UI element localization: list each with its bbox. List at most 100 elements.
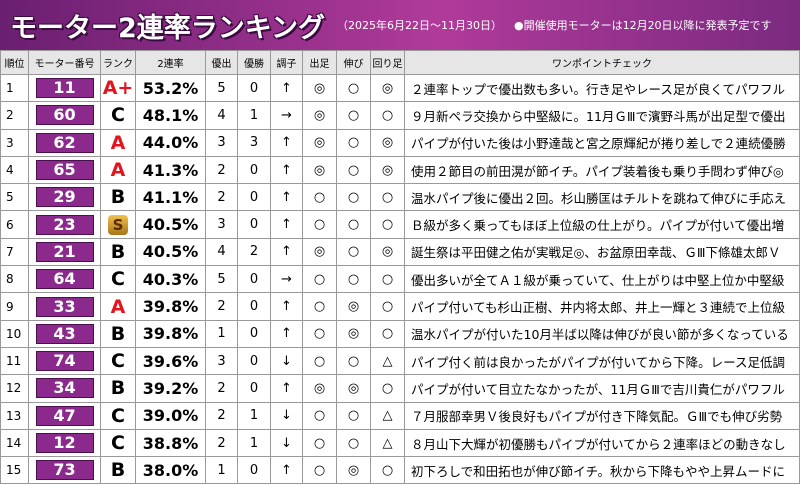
cell: ↑ xyxy=(270,292,303,321)
cell: 0 xyxy=(237,183,271,212)
table-row: 4 65 A 41.3% 2 0 ↑ ◎ ○ ◎ 使用２節目の前田滉が節イチ。パイプ装着後も乗り手問… xyxy=(0,155,800,185)
cell: ○ xyxy=(370,456,405,485)
cell: ○ xyxy=(370,319,405,348)
cell: C xyxy=(100,401,136,430)
rank: A xyxy=(110,295,126,318)
cell: ↓ xyxy=(270,346,303,376)
motor-number: 43 xyxy=(35,323,94,344)
rank: A xyxy=(110,159,126,182)
cell: ○ xyxy=(336,428,371,458)
rate: 39.6% xyxy=(142,351,199,371)
cell: A xyxy=(100,128,136,157)
rate: 41.3% xyxy=(142,160,199,180)
cell: 0 xyxy=(237,374,271,403)
cell: ○ xyxy=(336,265,371,294)
cell: 3 xyxy=(205,346,238,376)
rank-no: 5 xyxy=(0,183,29,212)
cell: ◎ xyxy=(302,155,337,185)
column-header: 回り足 xyxy=(370,50,405,75)
table-row: 5 29 B 41.1% 2 0 ↑ ○ ○ ○ 温水パイプ後に優出２回。杉山勝匡はチルトを跳ねて伸… xyxy=(0,183,800,212)
rank: B xyxy=(110,377,126,400)
cell: 5 xyxy=(205,73,238,103)
table-row: 8 64 C 40.3% 5 0 → ○ ○ ○ 優出多いが全てＡ１級が乗っていて、仕上がりは中堅上… xyxy=(0,265,800,294)
column-header: ランク xyxy=(100,50,136,75)
cell: ○ xyxy=(370,292,405,321)
cell: 3 xyxy=(205,128,238,157)
cell: ○ xyxy=(370,374,405,403)
cell: 0 xyxy=(237,155,271,185)
cell: 2 xyxy=(237,237,271,267)
motor-number: 23 xyxy=(35,214,94,235)
cell: ○ xyxy=(370,183,405,212)
rank: C xyxy=(111,404,125,427)
rank-no: 7 xyxy=(0,237,29,267)
cell: 34 xyxy=(28,374,101,403)
cell: 39.0% xyxy=(135,401,206,430)
cell: ◎ xyxy=(370,73,405,103)
cell: ○ xyxy=(302,319,337,348)
rate: 41.1% xyxy=(142,187,199,207)
cell: ◎ xyxy=(302,73,337,103)
cell: △ xyxy=(370,346,405,376)
cell: ○ xyxy=(370,265,405,294)
period: （2025年6月22日～11月30日） xyxy=(336,19,502,32)
table-row: 15 73 B 38.0% 1 0 ↑ ○ ◎ ○ 初下ろしで和田拓也が伸び節イチ。秋から下降もやや… xyxy=(0,456,800,485)
cell: 12 xyxy=(28,428,101,458)
cell: ◎ xyxy=(336,319,371,348)
comment: パイプが付いた後は小野達哉と宮之原輝紀が捲り差しで２連続優勝 xyxy=(404,128,800,157)
rank-no: 6 xyxy=(0,210,29,239)
table-row: 7 21 B 40.5% 4 2 ↑ ◎ ○ ◎ 誕生祭は平田健之佑が実戦足◎、お盆原田幸哉、ＧⅢ下… xyxy=(0,237,800,267)
cell: 3 xyxy=(237,128,271,157)
cell: 2 xyxy=(205,401,238,430)
rank: A xyxy=(110,131,126,154)
cell: ○ xyxy=(302,346,337,376)
cell: ○ xyxy=(302,428,337,458)
rate: 40.5% xyxy=(142,242,199,262)
cell: 3 xyxy=(205,210,238,239)
rank: C xyxy=(111,268,125,291)
cell: 74 xyxy=(28,346,101,376)
banner: モーター2連率ランキング （2025年6月22日～11月30日） ●開催使用モー… xyxy=(0,0,800,50)
cell: 60 xyxy=(28,101,101,130)
column-header: 出足 xyxy=(302,50,337,75)
rate: 40.5% xyxy=(142,215,199,235)
motor-number: 34 xyxy=(35,378,94,399)
motor-number: 33 xyxy=(35,296,94,317)
cell: ↑ xyxy=(270,155,303,185)
comment: ２連率トップで優出数も多い。行き足やレース足が良くてパワフル xyxy=(404,73,800,103)
cell: A+ xyxy=(100,73,136,103)
rate: 39.0% xyxy=(142,406,199,426)
comment: 使用２節目の前田滉が節イチ。パイプ装着後も乗り手問わず伸び◎ xyxy=(404,155,800,185)
cell: 41.1% xyxy=(135,183,206,212)
rank: S xyxy=(108,214,128,235)
cell: 39.2% xyxy=(135,374,206,403)
cell: 38.8% xyxy=(135,428,206,458)
comment: ９月新ペラ交換から中堅級に。11月ＧⅢで濱野斗馬が出足型で優出 xyxy=(404,101,800,130)
cell: ◎ xyxy=(336,456,371,485)
cell: 4 xyxy=(205,237,238,267)
cell: B xyxy=(100,374,136,403)
cell: ↑ xyxy=(270,210,303,239)
table-row: 12 34 B 39.2% 2 0 ↑ ◎ ◎ ○ パイプが付いて目立たなかったが、11月ＧⅢで吉川… xyxy=(0,374,800,403)
table-row: 6 23 S 40.5% 3 0 ↑ ○ ○ ○ Ｂ級が多く乗ってもほぼ上位級の仕上がり。パイプが付… xyxy=(0,210,800,239)
cell: C xyxy=(100,428,136,458)
cell: 23 xyxy=(28,210,101,239)
cell: → xyxy=(270,101,303,130)
motor-number: 11 xyxy=(35,78,94,99)
column-header: 優出 xyxy=(205,50,238,75)
rank-no: 2 xyxy=(0,101,29,130)
cell: △ xyxy=(370,401,405,430)
cell: ◎ xyxy=(370,237,405,267)
rate: 40.3% xyxy=(142,269,199,289)
rank-no: 9 xyxy=(0,292,29,321)
cell: 40.5% xyxy=(135,237,206,267)
cell: 64 xyxy=(28,265,101,294)
cell: B xyxy=(100,319,136,348)
cell: ↑ xyxy=(270,128,303,157)
cell: 5 xyxy=(205,265,238,294)
cell: ◎ xyxy=(336,292,371,321)
comment: パイプ付く前は良かったがパイプが付いてから下降。レース足低調 xyxy=(404,346,800,376)
motor-number: 29 xyxy=(35,187,94,208)
column-header: モーター番号 xyxy=(28,50,101,75)
rate: 39.8% xyxy=(142,297,199,317)
